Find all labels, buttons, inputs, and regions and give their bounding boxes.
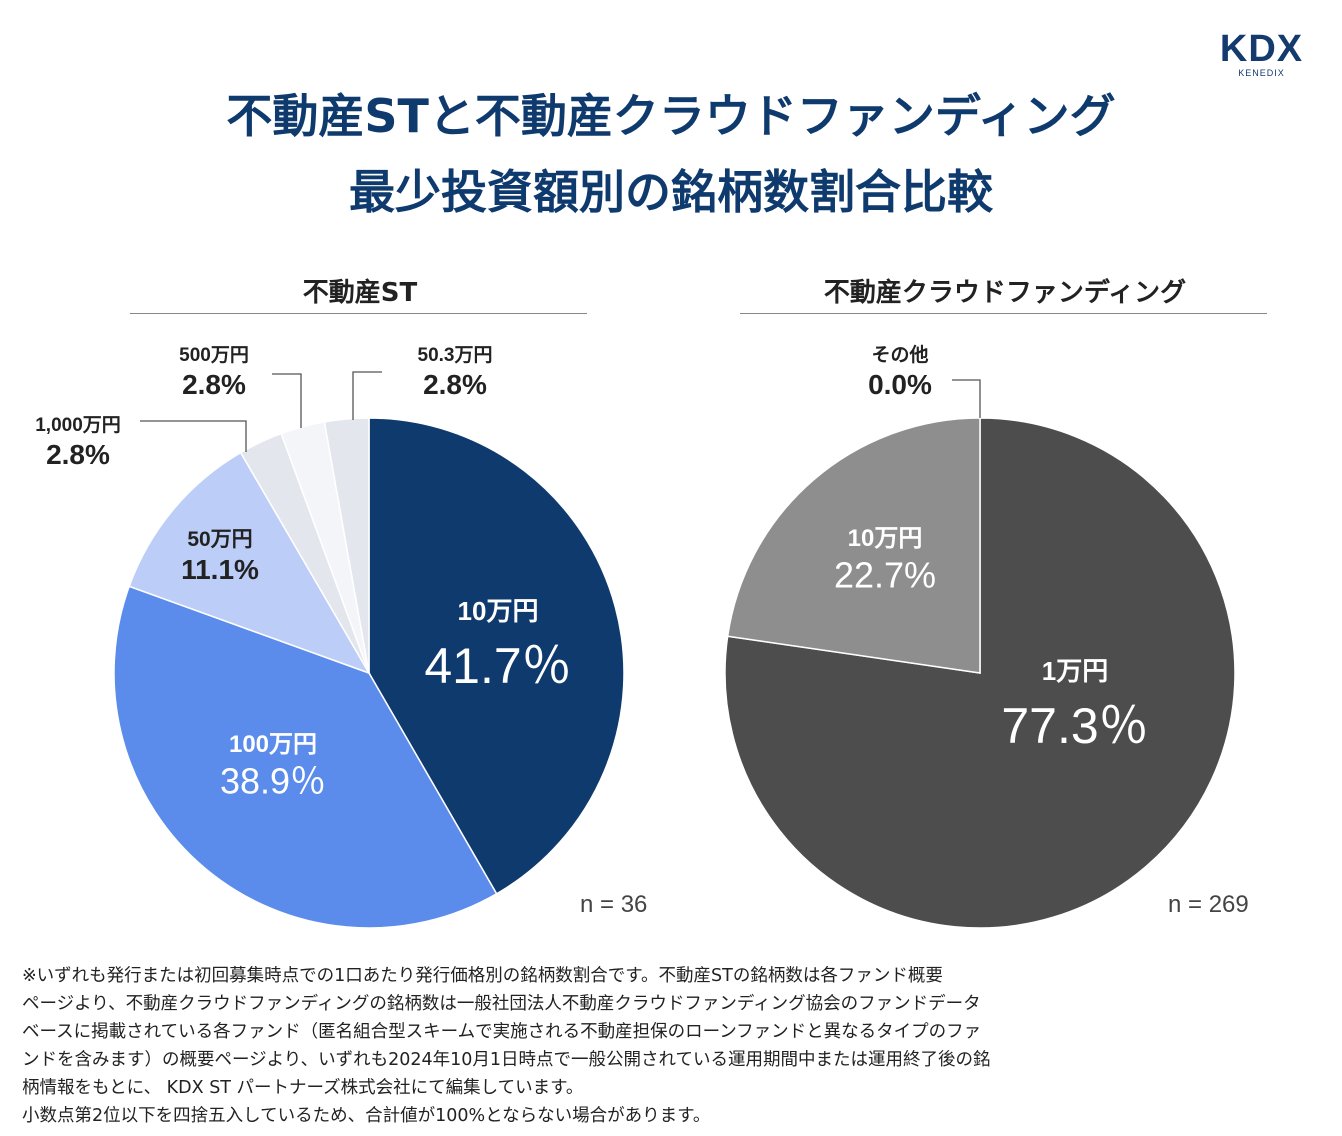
slice-label: 50万円 bbox=[187, 528, 252, 551]
pie-slice bbox=[128, 451, 371, 675]
leader-line bbox=[272, 373, 302, 428]
cf-title-rule bbox=[740, 313, 1267, 314]
slice-label: その他 bbox=[871, 343, 928, 366]
slice-percent: 22.7% bbox=[834, 555, 936, 596]
slice-percent: 77.3％ bbox=[1001, 698, 1148, 754]
sample-size-label: n = 269 bbox=[1168, 891, 1249, 918]
slice-label: 1万円 bbox=[1042, 656, 1108, 686]
slice-label: 500万円 bbox=[179, 345, 249, 366]
slice-percent: 0.0% bbox=[868, 369, 932, 400]
page-title-line2: 最少投資額別の銘柄数割合比較 bbox=[349, 165, 993, 219]
sample-size-label: n = 36 bbox=[580, 891, 647, 918]
logo-mark: KDX bbox=[1219, 28, 1304, 70]
footnote-line: 小数点第2位以下を四捨五入しているため、合計値が100%とならない場合があります… bbox=[22, 1106, 711, 1126]
slice-percent: 2.8% bbox=[182, 369, 246, 400]
leader-line bbox=[952, 379, 981, 418]
kdx-logo: KDX KENEDIX bbox=[1214, 30, 1309, 78]
pie-slice bbox=[726, 417, 981, 674]
slice-label: 10万円 bbox=[848, 525, 923, 552]
pie-slice bbox=[724, 417, 1236, 929]
pie-slice bbox=[323, 417, 370, 674]
slice-percent: 11.1% bbox=[181, 554, 259, 585]
slice-percent: 41.7％ bbox=[424, 638, 571, 694]
footnote-line: ページより、不動産クラウドファンディングの銘柄数は一般社団法人不動産クラウドファ… bbox=[22, 994, 981, 1014]
footnote-line: ベースに掲載されている各ファンド（匿名組合型スキームで実施される不動産担保のロー… bbox=[22, 1022, 982, 1042]
st-chart-title: 不動産ST bbox=[302, 278, 418, 308]
slice-percent: 2.8% bbox=[423, 369, 487, 400]
slice-percent: 38.9％ bbox=[220, 761, 326, 802]
pie-slice bbox=[368, 417, 625, 895]
slice-label: 10万円 bbox=[458, 596, 539, 626]
slice-label: 1,000万円 bbox=[35, 415, 121, 436]
pie-slice bbox=[113, 585, 498, 929]
st-title-rule bbox=[130, 313, 587, 314]
footnotes: ※いずれも発行または初回募集時点での1口あたり発行価格別の銘柄数割合です。不動産… bbox=[22, 962, 1332, 1130]
footnote-line: ンドを含みます）の概要ページより、いずれも2024年10月1日時点で一般公開され… bbox=[22, 1050, 991, 1070]
leader-line bbox=[352, 371, 382, 420]
logo-sub: KENEDIX bbox=[1238, 68, 1285, 78]
footnote-line: 柄情報をもとに、 KDX ST パートナーズ株式会社にて編集しています。 bbox=[22, 1078, 584, 1098]
slice-label: 100万円 bbox=[229, 731, 317, 758]
slice-label: 50.3万円 bbox=[418, 345, 493, 366]
page-title-line1: 不動産STと不動産クラウドファンディング bbox=[226, 89, 1116, 143]
slice-percent: 2.8% bbox=[46, 439, 110, 470]
leader-line bbox=[140, 420, 247, 452]
cf-chart-title: 不動産クラウドファンディング bbox=[823, 278, 1187, 308]
footnote-line: ※いずれも発行または初回募集時点での1口あたり発行価格別の銘柄数割合です。不動産… bbox=[22, 966, 943, 986]
